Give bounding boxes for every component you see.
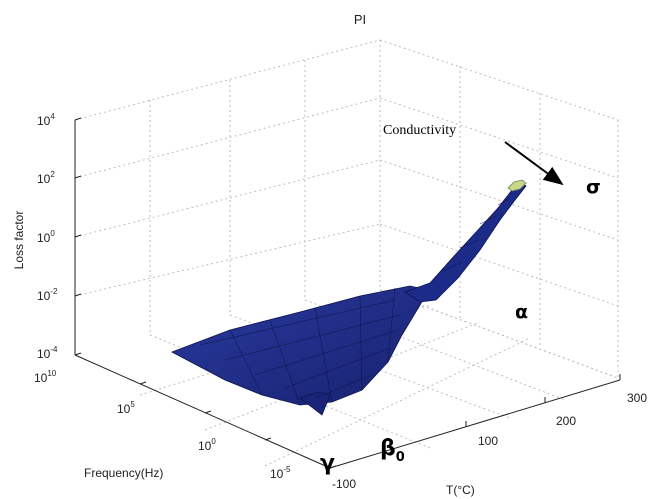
loss-factor-surface	[171, 179, 527, 416]
freq-tick-label: 10-5	[270, 465, 291, 481]
t-tick-label: 300	[627, 391, 647, 405]
chart-title: PI	[354, 12, 366, 27]
back-grid	[74, 39, 619, 467]
temperature-axis-label: T(°C)	[446, 483, 475, 497]
alpha-label: α	[515, 301, 528, 323]
conductivity-arrow	[504, 141, 564, 186]
z-axis-label: Loss factor	[12, 211, 26, 270]
axes	[74, 117, 621, 469]
surface-main	[171, 285, 429, 406]
frequency-axis-label: Frequency(Hz)	[84, 466, 163, 480]
surface-dip	[299, 391, 331, 416]
z-tick-label: 102	[37, 170, 55, 186]
t-tick-label: 100	[478, 434, 498, 448]
t-tick-label: 200	[556, 414, 576, 428]
surface-tip	[507, 179, 527, 192]
z-tick-label: 10-4	[37, 345, 58, 361]
t-tick-label: -100	[332, 477, 356, 491]
freq-tick-label: 100	[198, 437, 216, 453]
conductivity-annotation: Conductivity	[383, 123, 456, 138]
sigma-label: σ	[586, 176, 601, 198]
z-tick-labels: 104 102 100 10-2 10-4	[37, 112, 58, 361]
surface-ridge	[404, 181, 527, 303]
freq-tick-label: 1010	[34, 369, 57, 385]
z-tick-label: 104	[37, 112, 55, 128]
z-tick-label: 10-2	[37, 287, 58, 303]
freq-tick-label: 105	[117, 400, 135, 416]
gamma-label: γ	[320, 451, 335, 476]
beta-label: β0	[380, 436, 405, 465]
z-tick-label: 100	[37, 229, 55, 245]
temperature-tick-labels: -100 100 200 300	[332, 391, 647, 491]
